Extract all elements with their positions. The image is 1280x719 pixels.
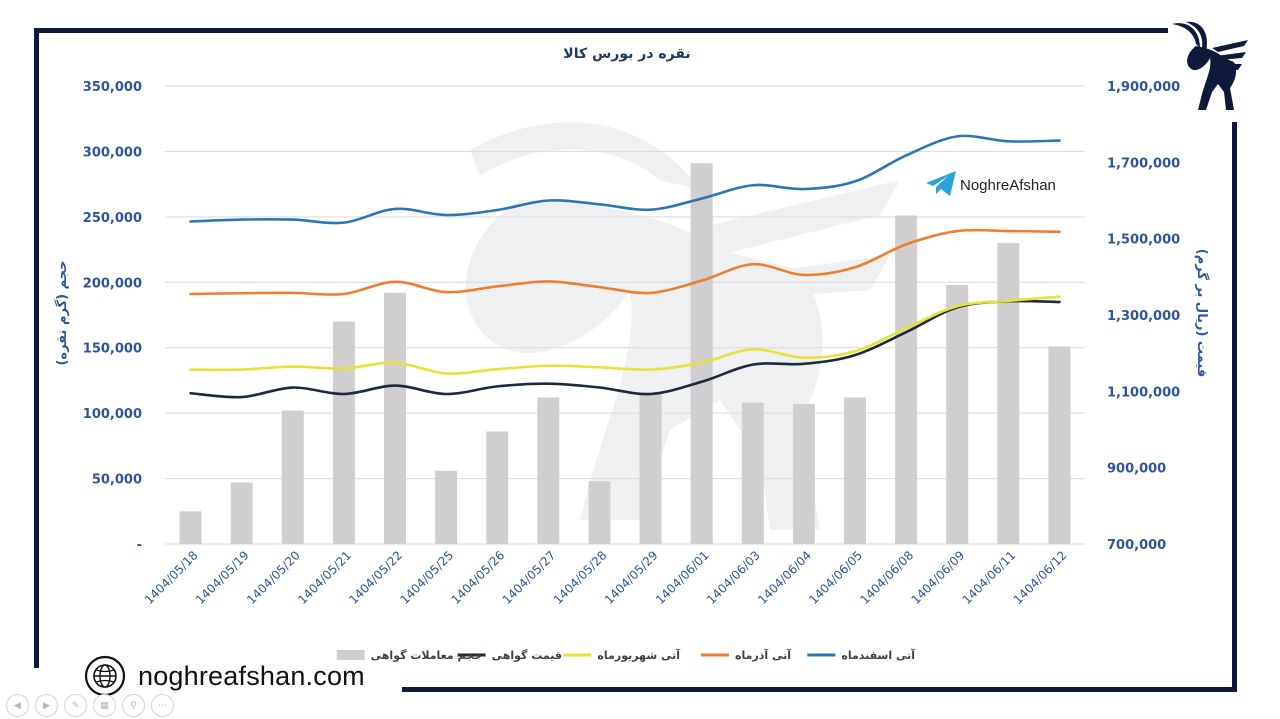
- bar: [895, 215, 918, 544]
- x-axis-tick-label: 1404/05/21: [295, 548, 354, 607]
- left-axis-tick-label: 100,000: [83, 407, 142, 422]
- x-axis-tick-label: 1404/06/11: [960, 548, 1019, 607]
- right-axis-tick-labels: 700,000 900,000 1,100,000 1,300,000 1,500,00…: [1107, 80, 1180, 553]
- left-axis-tick-label: 300,000: [83, 145, 142, 160]
- frame-right-border: [1232, 122, 1237, 692]
- bar: [332, 321, 355, 544]
- left-axis-tick-label: 350,000: [83, 80, 142, 95]
- legend-label: آتی اسفندماه: [841, 648, 915, 662]
- left-axis-tick-label: 150,000: [83, 342, 142, 357]
- x-axis-tick-label: 1404/06/04: [755, 548, 814, 607]
- right-axis-tick-label: 700,000: [1107, 538, 1166, 553]
- bar: [639, 393, 662, 544]
- series-line: [189, 134, 1061, 225]
- x-axis-tick-labels: 1404/05/181404/05/191404/05/201404/05/21…: [142, 548, 1070, 607]
- chart-title: نقره در بورس کالا: [563, 46, 690, 62]
- frame-bottom-border: [402, 687, 1237, 692]
- bar: [741, 402, 764, 544]
- previous-slide-icon[interactable]: ◀: [6, 694, 29, 717]
- left-axis-tick-label: 200,000: [83, 276, 142, 291]
- globe-icon: [84, 655, 126, 697]
- bar: [230, 482, 253, 544]
- x-axis-tick-label: 1404/05/19: [193, 548, 252, 607]
- x-axis-tick-label: 1404/05/29: [602, 548, 661, 607]
- x-axis-tick-label: 1404/06/08: [857, 548, 916, 607]
- slideshow-controls: ◀ ▶ ✎ ▦ ⚲ ⋯: [6, 694, 174, 717]
- bar: [179, 511, 202, 544]
- slides-icon[interactable]: ▦: [93, 694, 116, 717]
- frame-left-border: [34, 28, 39, 668]
- left-axis-tick-label: 250,000: [83, 211, 142, 226]
- x-axis-tick-label: 1404/05/22: [346, 548, 405, 607]
- legend-label: حجم معاملات گواهی: [371, 649, 482, 662]
- series-line: [189, 228, 1061, 296]
- right-axis-tick-label: 1,900,000: [1107, 80, 1180, 95]
- bar: [690, 163, 713, 544]
- left-axis-tick-label: 50,000: [92, 473, 142, 488]
- x-axis-tick-label: 1404/06/09: [909, 548, 968, 607]
- bar: [588, 481, 611, 544]
- bar: [537, 397, 560, 544]
- series-line: [189, 295, 1061, 375]
- bar: [946, 284, 969, 544]
- more-options-icon[interactable]: ⋯: [151, 694, 174, 717]
- legend: آتی اسفندماه آتی آذرماه آتی شهریورماه قیمت …: [336, 648, 915, 662]
- bar: [486, 431, 509, 544]
- grid-lines: [165, 85, 1085, 545]
- bar: [281, 410, 304, 544]
- x-axis-tick-label: 1404/06/05: [806, 548, 865, 607]
- zoom-icon[interactable]: ⚲: [122, 694, 145, 717]
- line-series: [189, 134, 1061, 399]
- x-axis-tick-label: 1404/05/27: [500, 548, 559, 607]
- x-axis-tick-label: 1404/06/03: [704, 548, 763, 607]
- left-axis-title: حجم (گرم نقره): [54, 260, 70, 365]
- brand-footer: noghreafshan.com: [84, 654, 365, 698]
- left-axis-tick-label: -: [137, 538, 142, 553]
- bar: [1048, 346, 1071, 544]
- bar: [384, 292, 406, 544]
- watermark-brand: NoghreAfshan: [926, 171, 1056, 196]
- frame-top-border: [34, 28, 1168, 33]
- right-axis-tick-label: 900,000: [1107, 462, 1166, 477]
- bar-series: [179, 163, 1071, 544]
- x-axis-tick-label: 1404/05/25: [397, 548, 456, 607]
- pen-icon[interactable]: ✎: [64, 694, 87, 717]
- right-axis-tick-label: 1,300,000: [1107, 309, 1180, 324]
- right-axis-tick-label: 1,500,000: [1107, 233, 1180, 248]
- x-axis-tick-label: 1404/06/12: [1011, 548, 1070, 607]
- bar: [844, 397, 866, 544]
- legend-swatch: [336, 650, 365, 660]
- ibex-logo-icon: [1172, 21, 1248, 110]
- bar: [997, 243, 1020, 544]
- left-axis-tick-labels: - 50,000 100,000 150,000 200,000 250,000 300,0…: [83, 80, 142, 553]
- series-line: [189, 299, 1061, 399]
- x-axis-tick-label: 1404/06/01: [653, 548, 712, 607]
- watermark-text: NoghreAfshan: [960, 177, 1056, 194]
- watermark-logo: [465, 122, 900, 530]
- legend-label: آتی شهریورماه: [597, 648, 680, 662]
- right-axis-tick-label: 1,100,000: [1107, 385, 1180, 400]
- legend-label: قیمت گواهی: [492, 649, 562, 662]
- telegram-icon: [926, 171, 956, 196]
- x-axis-tick-label: 1404/05/20: [244, 548, 303, 607]
- right-axis-tick-label: 1,700,000: [1107, 156, 1180, 171]
- right-axis-title: قیمت (ریال بر گرم): [1194, 249, 1210, 377]
- bar: [435, 470, 458, 544]
- x-axis-tick-label: 1404/05/18: [142, 548, 201, 607]
- x-axis-tick-label: 1404/05/26: [449, 548, 508, 607]
- website-url[interactable]: noghreafshan.com: [138, 660, 365, 691]
- x-axis-tick-label: 1404/05/28: [551, 548, 610, 607]
- legend-label: آتی آذرماه: [735, 648, 791, 662]
- next-slide-icon[interactable]: ▶: [35, 694, 58, 717]
- bar: [792, 403, 815, 544]
